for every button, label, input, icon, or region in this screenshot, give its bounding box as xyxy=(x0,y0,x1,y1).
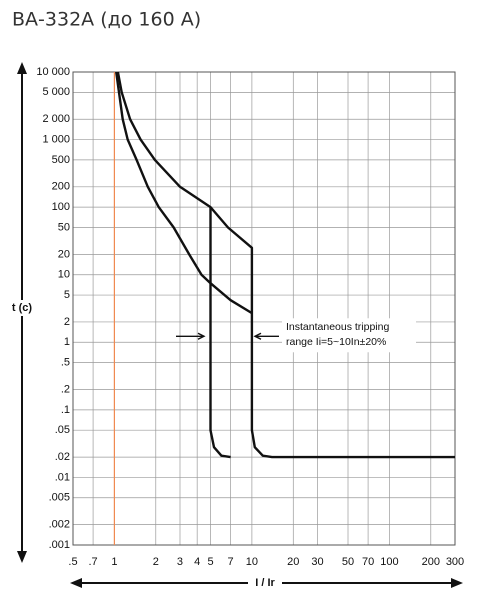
y-axis-title: t (c) xyxy=(12,302,33,314)
x-tick-label: 70 xyxy=(362,556,374,568)
x-tick-label: 10 xyxy=(246,556,258,568)
y-tick-label: 50 xyxy=(58,221,70,233)
x-tick-label: 50 xyxy=(342,556,354,568)
y-tick-label: .2 xyxy=(61,383,70,395)
y-tick-label: .05 xyxy=(55,424,70,436)
x-title-bg xyxy=(248,575,282,591)
curve xyxy=(209,207,231,459)
curve xyxy=(116,71,455,459)
x-tick-label: 30 xyxy=(311,556,323,568)
y-tick-label: 10 000 xyxy=(36,66,70,78)
x-tick-label: 4 xyxy=(194,556,200,568)
annotation-text: Instantaneous tripping xyxy=(286,321,389,333)
y-tick-label: .01 xyxy=(55,471,70,483)
x-tick-label: 300 xyxy=(446,556,464,568)
y-tick-label: 1 xyxy=(64,336,70,348)
y-tick-label: 20 xyxy=(58,248,70,260)
x-tick-label: 1 xyxy=(111,556,117,568)
y-tick-label: 5 000 xyxy=(42,86,70,98)
x-tick-label: 3 xyxy=(177,556,183,568)
x-tick-label: .7 xyxy=(88,556,97,568)
y-title-bg xyxy=(10,300,34,316)
x-tick-label: .5 xyxy=(68,556,77,568)
annotation-arrows xyxy=(176,332,279,340)
y-tick-label: .001 xyxy=(49,539,70,551)
y-tick-label: .002 xyxy=(49,519,70,531)
y-tick-label: .02 xyxy=(55,451,70,463)
plot-frame xyxy=(72,71,456,546)
annotation-bg xyxy=(282,318,416,353)
y-tick-label: 100 xyxy=(52,201,70,213)
x-tick-label: 100 xyxy=(380,556,398,568)
annotation-text: range Ii=5~10In±20% xyxy=(286,336,386,348)
y-tick-label: .5 xyxy=(61,357,70,369)
x-axis-title: I / Ir xyxy=(255,577,275,589)
y-tick-label: 5 xyxy=(64,289,70,301)
x-tick-label: 5 xyxy=(207,556,213,568)
y-tick-label: .1 xyxy=(61,404,70,416)
y-tick-label: 500 xyxy=(52,154,70,166)
y-tick-label: 2 xyxy=(64,316,70,328)
y-tick-label: 10 xyxy=(58,269,70,281)
y-tick-label: .005 xyxy=(49,492,70,504)
y-tick-label: 1 000 xyxy=(42,133,70,145)
x-tick-label: 2 xyxy=(153,556,159,568)
x-tick-label: 200 xyxy=(422,556,440,568)
x-tick-label: 7 xyxy=(228,556,234,568)
curve xyxy=(115,71,253,315)
y-tick-label: 200 xyxy=(52,181,70,193)
x-tick-label: 20 xyxy=(287,556,299,568)
y-tick-label: 2 000 xyxy=(42,113,70,125)
chart-title: ВА-332А (до 160 А) xyxy=(12,9,201,31)
